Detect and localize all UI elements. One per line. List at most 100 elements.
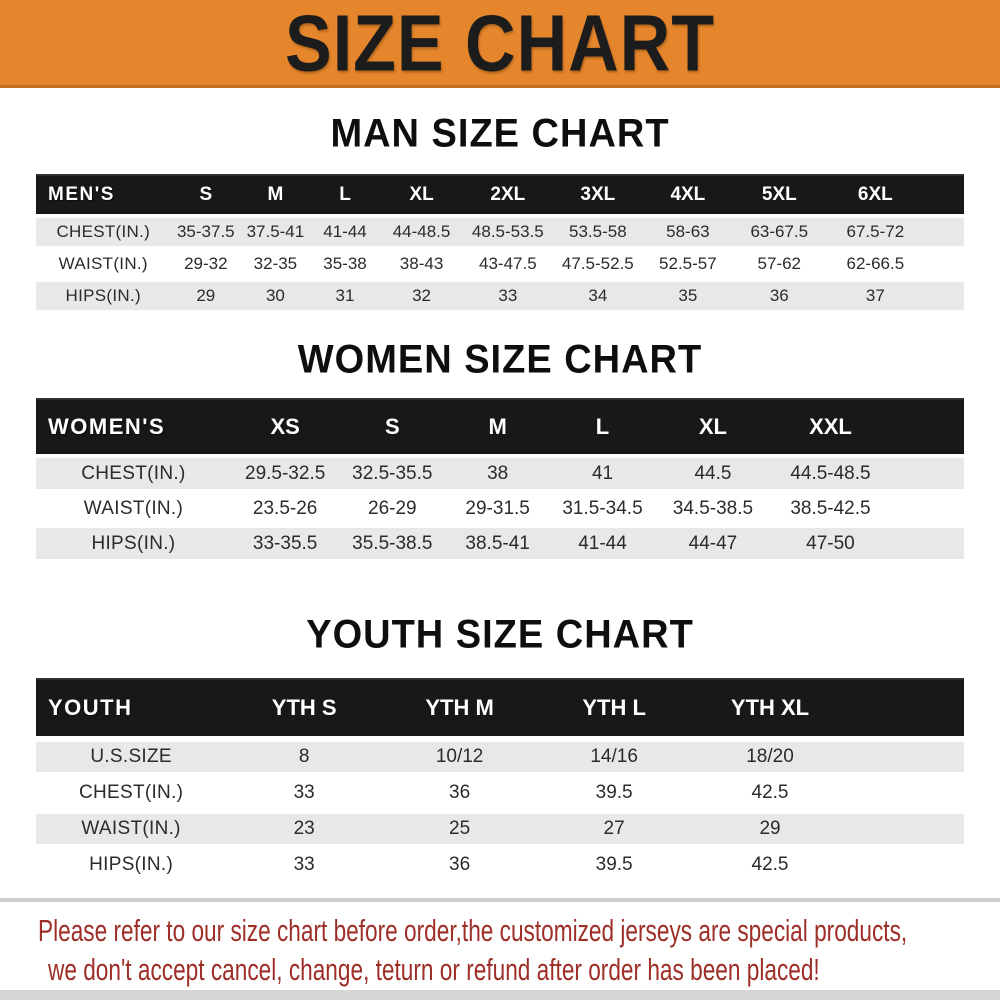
column-header: XL [380,174,463,214]
row-label: WAIST(IN.) [36,493,231,524]
size-value-cell: 38.5-42.5 [770,493,964,524]
table-row: WAIST(IN.) 29-32 32-35 35-38 38-43 43-47.5 47.… [36,250,964,278]
size-value-cell: 39.5 [537,778,692,808]
size-value-cell: 33 [226,778,383,808]
row-label: HIPS(IN.) [36,528,231,559]
filler-cell [848,814,964,844]
column-header: M [445,398,551,454]
size-value-cell: 44-47 [654,528,771,559]
row-label: WAIST(IN.) [36,814,227,844]
size-value-cell: 37.5-41 [241,218,310,246]
disclaimer-line-2: we don't accept cancel, change, teturn o… [48,952,820,987]
size-value-cell: 44-48.5 [380,218,463,246]
row-label: CHEST(IN.) [36,218,171,246]
table-row: CHEST(IN.) 35-37.5 37.5-41 41-44 44-48.5 48.5… [36,218,964,246]
column-header: YTH M [382,678,538,736]
table-group-label: MEN'S [36,174,171,214]
men-size-table: MEN'S S M L XL 2XL 3XL 4XL 5XL 6XL CHEST(IN.) 35-37… [36,170,964,314]
size-value-cell: 29 [691,814,849,844]
size-value-cell: 29-31.5 [445,493,551,524]
size-value-cell: 43-47.5 [462,250,553,278]
size-value-cell: 32-35 [241,250,310,278]
size-value-cell: 47-50 [770,528,964,559]
women-section-heading: WOMEN SIZE CHART [297,337,703,383]
size-value-cell: 30 [241,282,310,310]
size-value-cell: 35-38 [309,250,381,278]
size-value-cell: 33 [226,850,383,880]
youth-size-table: YOUTH YTH S YTH M YTH L YTH XL U.S.SIZE 8 10/12… [36,672,964,886]
size-value-cell: 53.5-58 [552,218,643,246]
size-value-cell: 42.5 [691,850,849,880]
section-women: WOMEN SIZE CHART WOMEN'S XS S M L XL XXL CHEST(… [0,338,1000,563]
size-value-cell: 10/12 [382,742,538,772]
row-label: U.S.SIZE [36,742,227,772]
column-header: 2XL [462,174,553,214]
size-value-cell: 48.5-53.5 [462,218,553,246]
disclaimer: Please refer to our size chart before or… [38,911,1000,989]
size-value-cell: 32 [380,282,463,310]
table-row: HIPS(IN.) 33 36 39.5 42.5 [36,850,964,880]
table-header-row: YOUTH YTH S YTH M YTH L YTH XL [36,678,964,736]
column-header: 6XL [825,174,964,214]
table-group-label: WOMEN'S [36,398,231,454]
table-header-row: WOMEN'S XS S M L XL XXL [36,398,964,454]
column-header: YTH XL [691,678,849,736]
size-value-cell: 63-67.5 [732,218,826,246]
column-header: XS [230,398,340,454]
table-row: CHEST(IN.) 29.5-32.5 32.5-35.5 38 41 44.5 44.5… [36,458,964,489]
size-value-cell: 35-37.5 [170,218,242,246]
size-value-cell: 44.5 [654,458,771,489]
size-value-cell: 47.5-52.5 [552,250,643,278]
size-value-cell: 36 [382,850,538,880]
size-value-cell: 52.5-57 [642,250,733,278]
table-row: CHEST(IN.) 33 36 39.5 42.5 [36,778,964,808]
column-header: 3XL [552,174,643,214]
column-header: 4XL [642,174,733,214]
size-value-cell: 34 [552,282,643,310]
size-value-cell: 23.5-26 [230,493,340,524]
table-row: U.S.SIZE 8 10/12 14/16 18/20 [36,742,964,772]
size-value-cell: 23 [226,814,383,844]
table-row: HIPS(IN.) 33-35.5 35.5-38.5 38.5-41 41-44 44-… [36,528,964,559]
filler-cell [848,678,964,736]
size-value-cell: 41-44 [309,218,381,246]
table-header-row: MEN'S S M L XL 2XL 3XL 4XL 5XL 6XL [36,174,964,214]
size-value-cell: 31 [309,282,381,310]
table-row: WAIST(IN.) 23.5-26 26-29 29-31.5 31.5-34.5 34… [36,493,964,524]
column-header: YTH L [537,678,692,736]
size-value-cell: 35 [642,282,733,310]
column-header: 5XL [732,174,826,214]
size-value-cell: 42.5 [691,778,849,808]
size-value-cell: 35.5-38.5 [339,528,446,559]
size-value-cell: 25 [382,814,538,844]
size-value-cell: 33 [462,282,553,310]
column-header: L [309,174,381,214]
row-label: HIPS(IN.) [36,282,171,310]
size-value-cell: 27 [537,814,692,844]
column-header: M [241,174,310,214]
filler-cell [848,850,964,880]
row-label: HIPS(IN.) [36,850,227,880]
size-value-cell: 32.5-35.5 [339,458,446,489]
row-label: CHEST(IN.) [36,458,231,489]
size-value-cell: 36 [382,778,538,808]
size-value-cell: 26-29 [339,493,446,524]
filler-cell [848,742,964,772]
size-value-cell: 38 [445,458,551,489]
column-header: XXL [770,398,964,454]
size-value-cell: 8 [226,742,383,772]
size-value-cell: 29 [170,282,242,310]
size-value-cell: 44.5-48.5 [770,458,964,489]
size-chart-banner: SIZE CHART [0,0,1000,88]
size-value-cell: 58-63 [642,218,733,246]
size-value-cell: 18/20 [691,742,849,772]
size-value-cell: 29.5-32.5 [230,458,340,489]
size-value-cell: 34.5-38.5 [654,493,771,524]
page-title: SIZE CHART [285,0,715,87]
table-group-label: YOUTH [36,678,227,736]
column-header: YTH S [226,678,383,736]
size-value-cell: 38.5-41 [445,528,551,559]
size-value-cell: 33-35.5 [230,528,340,559]
disclaimer-line-1: Please refer to our size chart before or… [38,913,908,948]
women-size-table: WOMEN'S XS S M L XL XXL CHEST(IN.) 29.5-32.5 32.5… [36,394,964,563]
